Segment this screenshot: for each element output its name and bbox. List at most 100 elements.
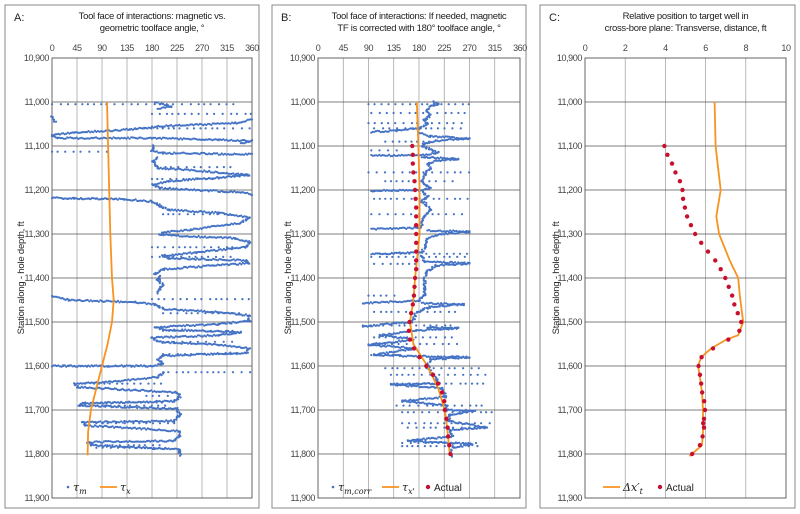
data-point — [133, 444, 135, 446]
data-point — [465, 422, 467, 424]
data-point — [401, 411, 403, 413]
legend-symbol: Δx′ — [622, 481, 640, 494]
data-point — [445, 112, 447, 114]
data-point — [223, 341, 225, 343]
data-point — [399, 253, 401, 255]
data-point — [380, 311, 382, 313]
data-point — [491, 411, 493, 413]
data-point — [150, 365, 152, 367]
data-point — [434, 311, 436, 313]
data-point — [435, 102, 437, 104]
data-point — [161, 401, 163, 403]
data-point — [437, 442, 439, 444]
data-point — [407, 411, 409, 413]
data-point — [433, 343, 435, 345]
data-point — [422, 112, 424, 114]
data-point — [433, 367, 435, 369]
data-point — [462, 103, 464, 105]
x-tick-label: 10 — [781, 43, 791, 53]
data-point — [396, 374, 398, 376]
data-point — [440, 171, 442, 173]
data-point — [184, 328, 186, 330]
data-marker — [670, 161, 674, 165]
data-point — [409, 171, 411, 173]
data-marker — [414, 223, 418, 227]
y-axis-label: Station along - hole depth, ft — [551, 221, 562, 334]
data-point — [423, 324, 425, 326]
data-point — [449, 324, 451, 326]
data-point — [176, 371, 178, 373]
data-marker — [414, 249, 418, 253]
data-point — [476, 383, 478, 385]
data-point — [378, 213, 380, 215]
data-point — [73, 365, 75, 367]
data-point — [101, 444, 103, 446]
data-point — [384, 180, 386, 182]
data-point — [158, 298, 160, 300]
data-point — [437, 411, 439, 413]
data-point — [424, 122, 426, 124]
data-point — [420, 127, 422, 129]
data-point — [391, 256, 393, 258]
data-point — [249, 371, 251, 373]
data-point — [402, 383, 404, 385]
data-point — [428, 148, 430, 150]
data-marker — [443, 408, 447, 412]
data-point — [390, 198, 392, 200]
y-tick-label: 11,500 — [291, 317, 316, 327]
data-point — [200, 371, 202, 373]
data-point — [147, 401, 149, 403]
data-point — [191, 113, 193, 115]
data-point — [440, 367, 442, 369]
data-point — [238, 312, 240, 314]
y-tick-label: 11,400 — [291, 273, 316, 283]
data-point — [158, 447, 160, 449]
data-point — [385, 336, 387, 338]
data-point — [370, 149, 372, 151]
data-point — [433, 253, 435, 255]
data-point — [440, 388, 442, 390]
data-point — [431, 442, 433, 444]
panel-title-line: geometric toolface angle, ° — [100, 23, 205, 34]
data-point — [393, 171, 395, 173]
data-point — [93, 383, 95, 385]
data-point — [382, 127, 384, 129]
data-point — [222, 256, 224, 258]
data-marker — [702, 425, 706, 429]
data-point — [224, 353, 226, 355]
data-point — [475, 405, 477, 407]
data-point — [210, 330, 212, 332]
data-point — [171, 113, 173, 115]
data-point — [74, 384, 76, 386]
data-point — [392, 141, 394, 143]
data-point — [216, 152, 218, 154]
data-point — [467, 198, 469, 200]
data-point — [131, 103, 133, 105]
data-point — [470, 374, 472, 376]
data-point — [456, 343, 458, 345]
data-point — [81, 421, 83, 423]
data-point — [386, 112, 388, 114]
data-point — [386, 351, 388, 353]
data-point — [378, 149, 380, 151]
data-point — [446, 253, 448, 255]
data-point — [387, 122, 389, 124]
data-point — [126, 383, 128, 385]
data-point — [93, 103, 95, 105]
data-point — [203, 246, 205, 248]
x-tick-label: 90 — [97, 43, 107, 53]
data-point — [133, 383, 135, 385]
y-tick-label: 11,200 — [558, 185, 583, 195]
data-point — [217, 371, 219, 373]
data-point — [157, 405, 159, 407]
data-point — [438, 198, 440, 200]
data-point — [199, 127, 201, 129]
data-point — [429, 324, 431, 326]
data-point — [395, 180, 397, 182]
data-point — [397, 311, 399, 313]
data-point — [398, 343, 400, 345]
data-point — [172, 246, 174, 248]
data-point — [405, 141, 407, 143]
data-point — [212, 122, 214, 124]
data-marker — [440, 390, 444, 394]
